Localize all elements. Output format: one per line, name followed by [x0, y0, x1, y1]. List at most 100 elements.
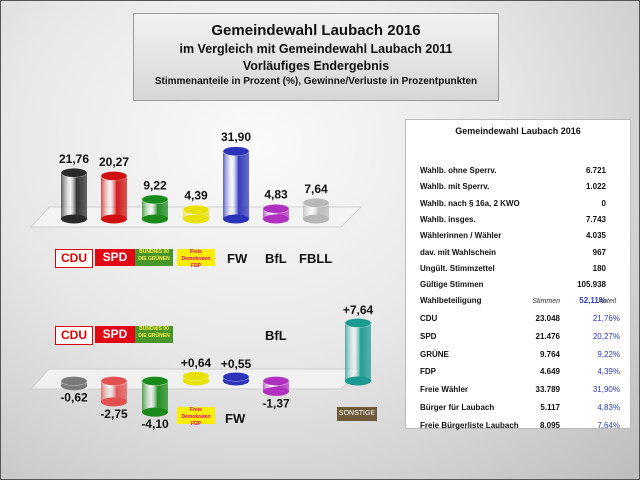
fw-label-diff: FW	[225, 411, 246, 426]
party-label: FDP	[420, 367, 436, 377]
gruene-logo-diff: BÜNDNIS 90 DIE GRÜNEN	[135, 326, 173, 343]
spd-logo: SPD	[95, 249, 135, 266]
stat-value: 967	[592, 247, 606, 257]
stat-label: Wahlb. insges.	[420, 214, 476, 224]
chart-units: Stimmenanteile in Prozent (%), Gewinne/V…	[154, 76, 478, 87]
diff-value-label: -1,37	[262, 396, 290, 410]
diff-bar-fw	[222, 372, 250, 386]
diff-bar-cdu	[60, 376, 88, 391]
party-votes: 5.117	[540, 403, 560, 412]
stat-value: 1.022	[585, 182, 606, 192]
diff-bar-fdp	[182, 371, 210, 386]
diff-value-label: -2,75	[100, 407, 128, 421]
party-share: 21,76%	[592, 314, 620, 323]
bar-grüne	[141, 194, 169, 224]
stat-value: 180	[592, 263, 606, 273]
spd-logo-diff: SPD	[95, 326, 135, 343]
party-share: 9,22%	[597, 349, 620, 359]
value-label: 4,39	[184, 189, 208, 203]
stat-row: Wahlbeteiligung 52,11%	[420, 296, 620, 308]
stat-value: 6.721	[585, 166, 606, 175]
party-share: 20,27%	[592, 331, 620, 341]
value-label: 31,90	[221, 130, 251, 144]
party-row: Bürger für Laubach 5.117 4,83%	[420, 403, 620, 415]
fw-label: FW	[227, 251, 248, 266]
sonstige-label: SONSTIGE	[337, 407, 377, 421]
title-box: Gemeindewahl Laubach 2016 im Vergleich m…	[133, 13, 499, 101]
fdp-logo: Freie Demokraten FDP	[177, 249, 215, 269]
stat-value: 0	[601, 198, 606, 208]
value-label: 20,27	[99, 155, 129, 169]
cdu-logo-diff: CDU	[55, 326, 93, 345]
party-votes: 9.764	[539, 349, 560, 359]
stat-label: Wahlb. ohne Sperrv.	[420, 166, 497, 175]
bfl-label-diff: BfL	[265, 328, 287, 343]
party-share: 4,39%	[597, 367, 620, 377]
panel-title: Gemeindewahl Laubach 2016	[455, 126, 581, 136]
stat-label: Wahlb. nach § 16a, 2 KWO	[420, 198, 520, 208]
stat-row: Ungült. Stimmzettel 180	[420, 264, 620, 276]
party-row: Freie Wähler 33.789 31,90%	[420, 385, 620, 397]
bar-fbll	[302, 197, 330, 224]
party-row: SPD 21.476 20,27%	[420, 332, 620, 344]
party-votes: 4.649	[539, 367, 560, 377]
chart-subtitle: im Vergleich mit Gemeindewahl Laubach 20…	[179, 42, 453, 56]
stat-label: Wahlbeteiligung	[420, 296, 482, 306]
stat-label: dav. mit Wahlschein	[420, 247, 497, 257]
diff-value-label: -0,62	[60, 391, 88, 405]
stat-row: Wahlb. ohne Sperrv. 6.721	[420, 166, 620, 178]
party-votes: 21.476	[535, 331, 560, 341]
stat-row: Wahlb. nach § 16a, 2 KWO 0	[420, 199, 620, 211]
stat-row: dav. mit Wahlschein 967	[420, 248, 620, 260]
stat-label: Gültige Stimmen	[420, 280, 484, 290]
party-label: CDU	[420, 314, 438, 323]
stat-row: Wählerinnen / Wähler 4.035	[420, 231, 620, 243]
party-votes: 33.789	[535, 385, 560, 395]
stat-label: Wählerinnen / Wähler	[420, 231, 502, 241]
fdp-logo-diff: Freie Demokraten FDP	[177, 407, 215, 427]
stat-row: Wahlb. mit Sperrv. 1.022	[420, 182, 620, 194]
stat-row: Wahlb. insges. 7.743	[420, 215, 620, 227]
diff-value-label: -4,10	[141, 417, 169, 431]
value-label: 9,22	[143, 178, 167, 192]
party-row: FDP 4.649 4,39%	[420, 367, 620, 379]
col-anteil-header: Anteil	[598, 298, 616, 305]
party-share: 31,90%	[592, 385, 620, 395]
chart-status: Vorläufiges Endergebnis	[242, 59, 390, 73]
diff-value-label: +0,55	[221, 357, 252, 371]
party-votes: 8.095	[539, 420, 560, 430]
stat-label: Wahlb. mit Sperrv.	[420, 182, 490, 192]
stat-row: Gültige Stimmen 105.938	[420, 280, 620, 292]
stat-value: 7.743	[585, 214, 606, 224]
stat-label: Ungült. Stimmzettel	[420, 263, 495, 273]
fbll-label: FBLL	[299, 251, 333, 266]
cdu-logo: CDU	[55, 249, 93, 268]
party-label: Freie Bürgerliste Laubach	[420, 420, 519, 430]
diff-value-label: +0,64	[181, 356, 212, 370]
bar-spd	[100, 171, 128, 224]
party-label: Bürger für Laubach	[420, 403, 495, 412]
stat-value: 4.035	[585, 231, 606, 241]
bar-fw	[222, 146, 250, 224]
value-label: 4,83	[264, 188, 288, 202]
results-panel: Gemeindewahl Laubach 2016 Wahlb. ohne Sp…	[405, 119, 631, 430]
diff-bar-bfl	[262, 376, 290, 396]
bar-fdp	[182, 204, 210, 224]
party-share: 7,64%	[597, 420, 620, 430]
party-votes: 23.048	[535, 314, 560, 323]
diff-bar-sonstige	[344, 318, 372, 386]
diff-value-label: +7,64	[343, 303, 374, 317]
bar-cdu	[60, 167, 88, 224]
bar-bfl	[262, 203, 290, 224]
party-row: GRÜNE 9.764 9,22%	[420, 350, 620, 362]
stat-value: 52,11%	[579, 296, 606, 306]
gruene-logo: BÜNDNIS 90 DIE GRÜNEN	[135, 249, 173, 266]
diff-bar-grüne	[141, 376, 169, 417]
party-label: Freie Wähler	[420, 385, 469, 395]
stat-value: 105.938	[577, 280, 606, 290]
value-label: 7,64	[304, 182, 328, 196]
party-row: Freie Bürgerliste Laubach 8.095 7,64%	[420, 421, 620, 433]
party-row: CDU 23.048 21,76%	[420, 314, 620, 326]
bfl-label: BfL	[265, 251, 287, 266]
